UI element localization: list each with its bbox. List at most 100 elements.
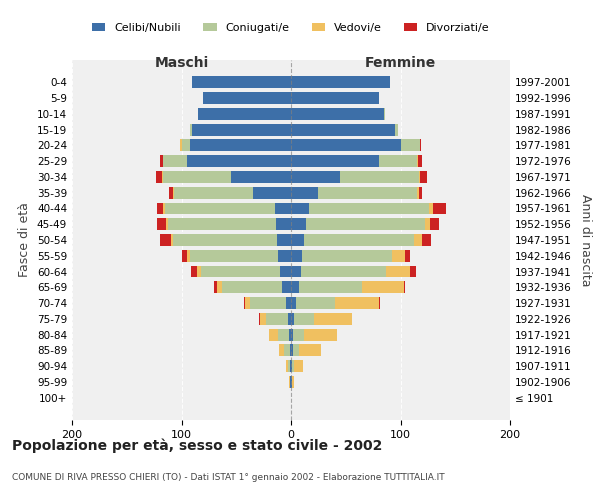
Bar <box>291 250 302 262</box>
Bar <box>430 218 439 230</box>
Bar <box>244 297 245 309</box>
Bar <box>292 376 294 388</box>
Bar <box>422 234 431 246</box>
Bar <box>291 297 296 309</box>
Bar <box>187 155 291 167</box>
Text: Femmine: Femmine <box>365 56 436 70</box>
Bar <box>292 360 294 372</box>
Bar <box>290 376 291 388</box>
Bar <box>269 328 278 340</box>
Bar <box>291 76 389 88</box>
Bar <box>201 266 280 278</box>
Bar <box>335 297 379 309</box>
Bar <box>173 234 277 246</box>
Bar <box>157 218 166 230</box>
Bar <box>291 328 293 340</box>
Bar <box>307 218 425 230</box>
Bar <box>284 344 290 356</box>
Bar <box>386 266 410 278</box>
Bar <box>420 140 421 151</box>
Legend: Celibi/Nubili, Coniugati/e, Vedovi/e, Divorziati/e: Celibi/Nubili, Coniugati/e, Vedovi/e, Di… <box>88 19 494 38</box>
Bar <box>275 218 291 230</box>
Bar <box>379 155 417 167</box>
Bar <box>304 328 337 340</box>
Bar <box>170 234 173 246</box>
Bar <box>289 376 290 388</box>
Bar <box>293 328 304 340</box>
Bar <box>259 313 260 325</box>
Bar <box>266 313 288 325</box>
Bar <box>280 266 291 278</box>
Bar <box>214 282 217 293</box>
Bar <box>419 187 422 198</box>
Text: Maschi: Maschi <box>154 56 209 70</box>
Bar <box>291 202 308 214</box>
Bar <box>340 171 419 183</box>
Bar <box>231 171 291 183</box>
Bar <box>294 313 314 325</box>
Bar <box>291 266 301 278</box>
Bar <box>160 234 170 246</box>
Bar <box>193 76 291 88</box>
Bar <box>174 187 253 198</box>
Bar <box>425 218 430 230</box>
Bar <box>191 266 197 278</box>
Bar <box>181 140 182 151</box>
Bar <box>187 250 190 262</box>
Bar <box>222 282 282 293</box>
Bar <box>165 202 275 214</box>
Bar <box>419 171 420 183</box>
Bar <box>157 202 163 214</box>
Bar <box>193 124 291 136</box>
Bar <box>417 155 418 167</box>
Bar <box>182 140 190 151</box>
Bar <box>433 202 446 214</box>
Bar <box>291 344 293 356</box>
Bar <box>302 250 392 262</box>
Bar <box>217 282 222 293</box>
Bar <box>299 282 362 293</box>
Bar <box>291 108 384 120</box>
Bar <box>420 171 427 183</box>
Bar <box>418 155 422 167</box>
Bar <box>314 313 352 325</box>
Bar <box>290 360 291 372</box>
Bar <box>163 202 165 214</box>
Bar <box>395 124 398 136</box>
Bar <box>190 140 291 151</box>
Bar <box>392 250 405 262</box>
Bar <box>197 266 201 278</box>
Bar <box>162 171 163 183</box>
Bar <box>169 187 173 198</box>
Text: Popolazione per età, sesso e stato civile - 2002: Popolazione per età, sesso e stato civil… <box>12 438 382 453</box>
Bar <box>299 344 320 356</box>
Bar <box>291 282 299 293</box>
Y-axis label: Fasce di età: Fasce di età <box>19 202 31 278</box>
Bar <box>288 313 291 325</box>
Bar <box>379 297 380 309</box>
Bar <box>413 234 422 246</box>
Bar <box>278 328 289 340</box>
Bar <box>404 282 405 293</box>
Bar <box>293 344 299 356</box>
Bar <box>190 250 278 262</box>
Bar <box>278 250 291 262</box>
Bar <box>260 313 266 325</box>
Bar <box>163 171 231 183</box>
Bar <box>294 360 303 372</box>
Bar <box>417 187 419 198</box>
Bar <box>290 344 291 356</box>
Bar <box>291 218 307 230</box>
Bar <box>291 187 319 198</box>
Bar <box>157 171 162 183</box>
Bar <box>289 328 291 340</box>
Bar <box>410 266 416 278</box>
Bar <box>250 297 286 309</box>
Bar <box>173 187 174 198</box>
Bar <box>301 266 386 278</box>
Bar <box>245 297 250 309</box>
Bar <box>198 108 291 120</box>
Bar <box>401 140 420 151</box>
Bar <box>163 155 187 167</box>
Bar <box>286 297 291 309</box>
